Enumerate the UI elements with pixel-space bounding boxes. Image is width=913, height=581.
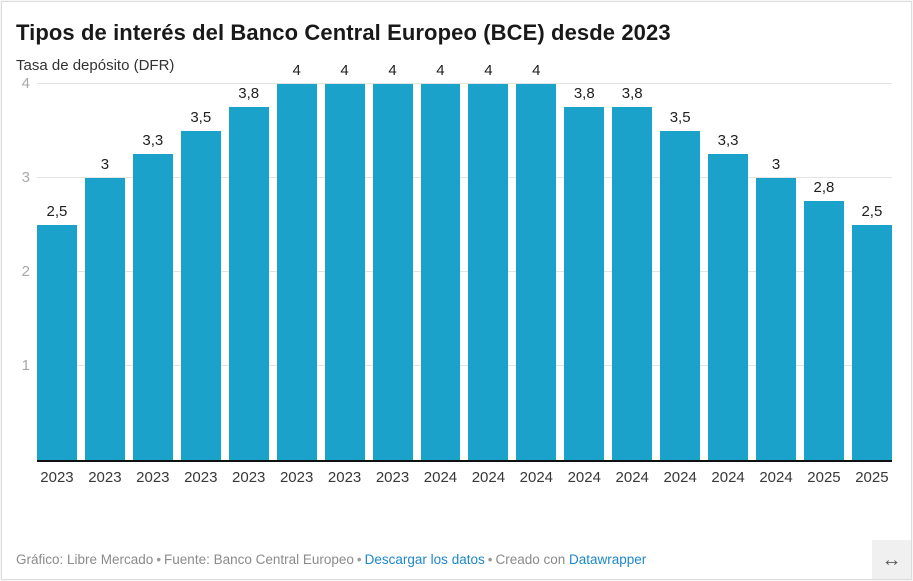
x-axis-label: 2023	[232, 468, 266, 486]
bar[interactable]	[276, 83, 317, 460]
bar-column: 3,5	[180, 62, 221, 460]
x-axis-label: 2023	[279, 468, 314, 486]
plot-area: 2,5 3 3,3 3,5 3,8 4 4 4 4 4 4 3,8 3,8 3,5 3,3 3 2,8 2,5 1…	[22, 62, 892, 462]
x-axis-label: 2023	[375, 468, 410, 486]
bar-value-label: 3,8	[238, 85, 260, 102]
bar[interactable]	[708, 154, 749, 460]
bar[interactable]	[324, 83, 365, 460]
datawrapper-link[interactable]: Datawrapper	[569, 552, 647, 567]
x-axis-label: 2024	[519, 468, 554, 486]
bar-column: 3,8	[612, 62, 653, 460]
bar-column: 4	[420, 61, 461, 460]
bar-column: 2,5	[37, 62, 77, 460]
bar[interactable]	[84, 177, 125, 460]
bullet-separator: •	[487, 552, 493, 567]
chart-subtitle: Tasa de depósito (DFR)	[16, 56, 175, 74]
bar-column: 3	[84, 62, 125, 460]
x-axis-label: 2025	[855, 468, 889, 486]
bar-column: 2,8	[804, 62, 844, 460]
bar[interactable]	[180, 130, 221, 460]
chart-footer: Gráfico: Libre Mercado • Fuente: Banco Cen…	[16, 552, 646, 567]
expand-button[interactable]: ↔	[872, 540, 911, 579]
bar[interactable]	[851, 224, 892, 460]
y-gridline	[37, 176, 892, 178]
bar-column: 3,3	[708, 62, 749, 460]
x-axis-label: 2025	[807, 468, 841, 486]
bar-value-label: 2,8	[813, 179, 835, 196]
bullet-separator: •	[356, 552, 362, 567]
bar-column: 4	[516, 61, 557, 460]
bar-value-label: 4	[340, 61, 349, 79]
x-axis-label: 2023	[327, 468, 362, 486]
footer-source: Fuente: Banco Central Europeo	[164, 552, 354, 567]
bar-column: 3,8	[228, 62, 269, 460]
bar[interactable]	[660, 130, 701, 460]
bar[interactable]	[804, 201, 844, 460]
page-title: Tipos de interés del Banco Central Europ…	[16, 20, 671, 45]
bar[interactable]	[420, 83, 461, 460]
x-axis-label: 2023	[136, 468, 170, 486]
x-axis-label: 2024	[759, 468, 793, 486]
bar-value-label: 3,5	[669, 108, 691, 126]
bar-column: 4	[324, 61, 365, 460]
bar-value-label: 4	[436, 61, 445, 79]
bar-column: 3,8	[564, 62, 605, 460]
bar-value-label: 4	[484, 61, 493, 79]
bar-value-label: 4	[292, 61, 301, 79]
bar[interactable]	[516, 83, 557, 460]
x-axis-label: 2024	[711, 468, 745, 486]
y-gridline	[37, 82, 892, 84]
bar-column: 4	[276, 61, 317, 460]
bullet-separator: •	[156, 552, 162, 567]
bar-column: 4	[372, 61, 413, 460]
bar[interactable]	[756, 177, 796, 460]
bar[interactable]	[612, 107, 653, 460]
y-axis-label: 3	[21, 168, 30, 186]
bar-value-label: 3,8	[621, 85, 643, 102]
bar-value-label: 2,5	[861, 202, 883, 220]
x-axis-label: 2023	[88, 468, 122, 486]
bar-column: 3,5	[660, 62, 701, 460]
y-axis-label: 4	[21, 74, 30, 92]
chart-header: Tipos de interés del Banco Central Europ…	[2, 2, 911, 74]
bar-value-label: 3	[100, 155, 110, 173]
x-axis-label: 2023	[40, 468, 74, 486]
bar[interactable]	[468, 83, 509, 460]
y-axis-label: 2	[21, 262, 30, 280]
bar-value-label: 4	[532, 61, 541, 79]
x-axis-label: 2024	[663, 468, 697, 486]
bar-column: 2,5	[851, 62, 892, 460]
bar-value-label: 3,8	[573, 85, 595, 102]
bar[interactable]	[372, 83, 413, 460]
x-axis-label: 2024	[615, 468, 649, 486]
bar-value-label: 4	[388, 61, 397, 79]
x-axis: 2023 2023 2023 2023 2023 2023 2023 2023 2024 2024…	[37, 469, 892, 486]
bar-value-label: 3,5	[190, 108, 212, 126]
x-axis-label: 2024	[567, 468, 601, 486]
bar[interactable]	[37, 224, 77, 460]
bar-column: 3,3	[132, 62, 173, 460]
footer-attribution: Gráfico: Libre Mercado	[16, 552, 154, 567]
expand-arrows-icon: ↔	[881, 548, 902, 571]
x-axis-label: 2023	[184, 468, 218, 486]
bar-value-label: 2,5	[46, 202, 68, 220]
x-axis-label: 2024	[423, 468, 458, 486]
bar[interactable]	[228, 107, 269, 460]
bar-value-label: 3	[771, 155, 781, 173]
y-axis-label: 1	[21, 356, 30, 374]
download-data-link[interactable]: Descargar los datos	[364, 552, 485, 567]
bar[interactable]	[132, 154, 173, 460]
bar-column: 4	[468, 61, 509, 460]
x-axis-label: 2024	[471, 468, 506, 486]
bar-column: 3	[756, 62, 796, 460]
y-gridline	[37, 270, 892, 272]
created-with-text: Creado con	[495, 552, 566, 567]
y-gridline	[37, 364, 892, 366]
bars-container: 2,5 3 3,3 3,5 3,8 4 4 4 4 4 4 3,8 3,8 3,5 3,3 3 2,8 2,5	[37, 62, 892, 460]
bar[interactable]	[564, 107, 605, 460]
bar-value-label: 3,3	[717, 132, 739, 149]
bar-value-label: 3,3	[142, 132, 164, 149]
